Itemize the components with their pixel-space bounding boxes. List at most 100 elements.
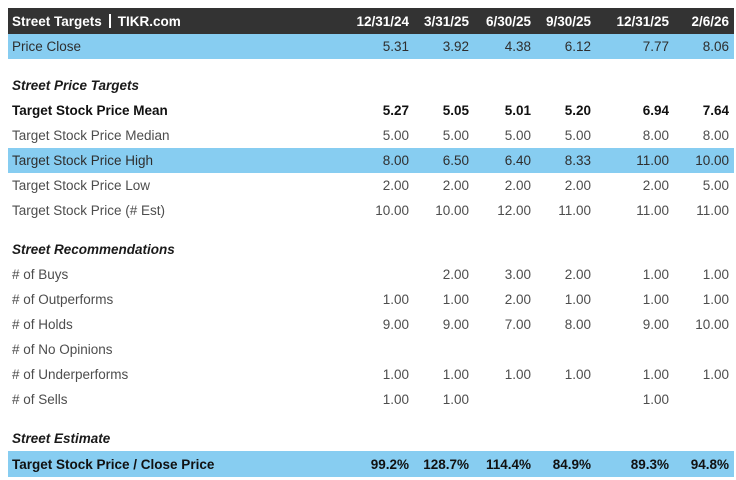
table-row[interactable]: Target Stock Price / Close Price 99.2% 128… [8, 451, 734, 477]
cell-value: 94.8% [674, 451, 734, 477]
cell-value [354, 262, 414, 287]
cell-value: 99.2% [354, 451, 414, 477]
spacer-row [8, 59, 734, 73]
cell-value [414, 73, 474, 98]
cell-value: 9.00 [442, 317, 469, 332]
cell-value: 5.05 [442, 103, 469, 118]
row-label: # of Outperforms [12, 292, 114, 307]
section-row: Street Price Targets [8, 73, 734, 98]
cell-value [354, 426, 414, 451]
cell-value [474, 337, 536, 362]
cell-value [474, 387, 536, 412]
column-header-4: 9/30/25 [536, 8, 596, 34]
cell-value: 10.00 [674, 148, 734, 173]
cell-value: 11.00 [696, 203, 729, 218]
table-row[interactable]: Target Stock Price Mean 5.27 5.05 5.01 5.20 6… [8, 98, 734, 123]
row-label: # of Sells [12, 392, 68, 407]
cell-value: 1.00 [442, 392, 469, 407]
cell-value: 1.00 [642, 267, 669, 282]
cell-value: 1.00 [702, 367, 729, 382]
row-label: # of No Opinions [12, 342, 113, 357]
cell-value [674, 73, 734, 98]
row-label: Street Estimate [12, 431, 111, 446]
cell-value [674, 337, 734, 362]
cell-value [536, 426, 596, 451]
header-row: Street Targets TIKR.com 12/31/24 3/31/25 … [8, 8, 734, 34]
cell-value: 5.00 [382, 128, 409, 143]
row-label: Target Stock Price / Close Price [8, 451, 354, 477]
cell-value [474, 426, 536, 451]
row-label: Target Stock Price Mean [12, 103, 168, 118]
cell-value [536, 337, 596, 362]
cell-value: 1.00 [442, 367, 469, 382]
table-row[interactable]: Target Stock Price Median 5.00 5.00 5.00 5.0… [8, 123, 734, 148]
table-row[interactable]: Target Stock Price High 8.00 6.50 6.40 8.33 1… [8, 148, 734, 173]
cell-value: 89.3% [596, 451, 674, 477]
cell-value [674, 426, 734, 451]
spacer-cell [8, 223, 734, 237]
cell-value: 2.00 [504, 292, 531, 307]
table-row[interactable]: # of Sells 1.00 1.00 1.00 [8, 387, 734, 412]
column-header-3: 6/30/25 [474, 8, 536, 34]
cell-value: 5.27 [382, 103, 409, 118]
cell-value: 2.00 [442, 178, 469, 193]
cell-value: 11.00 [596, 148, 674, 173]
cell-value: 3.00 [504, 267, 531, 282]
table-row[interactable]: # of Outperforms 1.00 1.00 2.00 1.00 1.00 1.00 [8, 287, 734, 312]
column-header-6: 2/6/26 [674, 8, 734, 34]
cell-value: 1.00 [564, 292, 591, 307]
spacer-row [8, 223, 734, 237]
cell-value: 1.00 [382, 392, 409, 407]
section-row: Street Recommendations [8, 237, 734, 262]
cell-value: 8.00 [564, 317, 591, 332]
cell-value: 6.40 [474, 148, 536, 173]
cell-value: 1.00 [642, 367, 669, 382]
spacer-cell [8, 412, 734, 426]
table-row[interactable]: Target Stock Price (# Est) 10.00 10.00 12.0… [8, 198, 734, 223]
cell-value: 84.9% [536, 451, 596, 477]
table-row[interactable]: # of No Opinions [8, 337, 734, 362]
spacer-cell [8, 59, 734, 73]
cell-value: 5.00 [442, 128, 469, 143]
table-title: Street Targets TIKR.com [8, 8, 354, 34]
cell-value: 8.00 [354, 148, 414, 173]
cell-value [596, 237, 674, 262]
cell-value: 2.00 [504, 178, 531, 193]
cell-value: 9.00 [642, 317, 669, 332]
row-label: Target Stock Price Low [12, 178, 151, 193]
cell-value [596, 73, 674, 98]
cell-value: 2.00 [642, 178, 669, 193]
cell-value: 5.01 [504, 103, 531, 118]
cell-value: 1.00 [642, 392, 669, 407]
cell-value: 10.00 [695, 317, 729, 332]
table-row[interactable]: # of Holds 9.00 9.00 7.00 8.00 9.00 10.00 [8, 312, 734, 337]
cell-value: 1.00 [382, 367, 409, 382]
cell-value: 1.00 [564, 367, 591, 382]
table-row[interactable]: # of Underperforms 1.00 1.00 1.00 1.00 1.00 1.… [8, 362, 734, 387]
row-label: Target Stock Price (# Est) [12, 203, 166, 218]
cell-value: 1.00 [504, 367, 531, 382]
table-row[interactable]: # of Buys 2.00 3.00 2.00 1.00 1.00 [8, 262, 734, 287]
cell-value [674, 237, 734, 262]
column-header-2: 3/31/25 [414, 8, 474, 34]
cell-value [354, 73, 414, 98]
table-body: Price Close 5.31 3.92 4.38 6.12 7.77 8.06 Stree… [8, 34, 734, 477]
cell-value [674, 387, 734, 412]
cell-value: 1.00 [642, 292, 669, 307]
cell-value: 8.33 [536, 148, 596, 173]
cell-value [536, 387, 596, 412]
cell-value [596, 426, 674, 451]
cell-value: 10.00 [435, 203, 469, 218]
title-separator [108, 13, 111, 28]
cell-value [414, 337, 474, 362]
column-header-1: 12/31/24 [354, 8, 414, 34]
row-label: Street Price Targets [12, 78, 140, 93]
cell-value: 1.00 [702, 292, 729, 307]
cell-value: 2.00 [382, 178, 409, 193]
cell-value: 11.00 [636, 203, 669, 218]
data-table: Street Targets TIKR.com 12/31/24 3/31/25 … [8, 8, 734, 477]
table-row[interactable]: Price Close 5.31 3.92 4.38 6.12 7.77 8.06 [8, 34, 734, 59]
cell-value: 114.4% [474, 451, 536, 477]
cell-value: 12.00 [497, 203, 531, 218]
table-row[interactable]: Target Stock Price Low 2.00 2.00 2.00 2.00 2.… [8, 173, 734, 198]
